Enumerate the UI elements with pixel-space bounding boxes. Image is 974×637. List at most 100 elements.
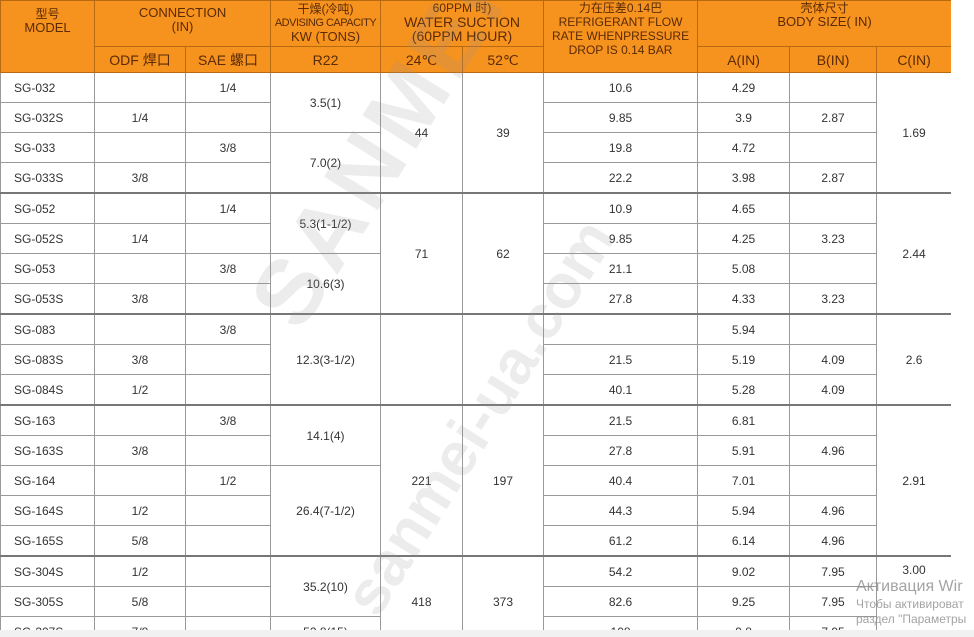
r22-capacity-cell: 3.5(1)	[270, 72, 382, 133]
a-cell: 5.08	[697, 253, 791, 284]
odf-cell	[94, 253, 186, 284]
sae-cell	[184, 102, 272, 133]
header-capacity-l1: ADVISING CAPACITY	[274, 17, 377, 29]
table-row: SG-307S7/8 52.8(15) 1089.87.95	[0, 616, 952, 630]
water-24c-cell: 221	[380, 404, 464, 557]
odf-cell	[94, 132, 186, 163]
c-cell: 2.91	[876, 404, 951, 557]
odf-cell: 1/4	[94, 223, 186, 254]
b-cell: 2.87	[789, 162, 878, 194]
header-water-l2: (60PPM HOUR)	[411, 28, 513, 44]
flow-cell: 21.5	[543, 344, 699, 375]
b-cell	[789, 313, 878, 345]
model-cell: SG-304S	[0, 555, 95, 587]
model-cell: SG-164	[0, 465, 95, 496]
b-cell	[789, 132, 878, 163]
table-row: SG-033S 3/8 22.2 3.98 2.87	[0, 162, 952, 194]
model-cell: SG-033S	[0, 162, 95, 194]
flow-cell: 10.9	[543, 192, 699, 224]
sae-cell	[184, 525, 272, 557]
flow-cell: 54.2	[543, 555, 699, 587]
r22-capacity-cell: 10.6(3)	[270, 253, 382, 315]
a-cell: 5.94	[697, 313, 791, 345]
model-cell: SG-052S	[0, 223, 95, 254]
header-body-size: 壳体尺寸 BODY SIZE( IN)	[697, 0, 951, 47]
model-cell: SG-052	[0, 192, 95, 224]
model-cell: SG-053	[0, 253, 95, 284]
b-cell: 4.09	[789, 374, 878, 406]
flow-cell: 21.1	[543, 253, 699, 284]
a-cell: 6.14	[697, 525, 791, 557]
model-cell: SG-307S	[0, 616, 95, 630]
sae-cell	[184, 616, 272, 630]
odf-cell: 5/8	[94, 525, 186, 557]
table-row: SG-032S 1/4 9.85 3.9 2.87	[0, 102, 952, 133]
header-sae: SAE 螺口	[184, 46, 272, 73]
header-model-cn: 型号	[35, 7, 60, 21]
water-52c-cell: 373	[462, 555, 545, 630]
b-cell: 4.09	[789, 344, 878, 375]
table-row: SG-052 1/4 5.3(1-1/2) 71 62 10.9 4.65 2.44	[0, 192, 951, 315]
b-cell: 4.96	[789, 435, 878, 466]
a-cell: 9.8	[697, 616, 791, 630]
bottom-bar	[0, 630, 974, 637]
model-cell: SG-083	[0, 313, 95, 345]
b-cell	[789, 465, 878, 496]
a-cell: 4.72	[697, 132, 791, 163]
spec-table-container: 型号 MODEL CONNECTION (IN) 干燥(冷吨) ADVISING…	[0, 0, 951, 630]
table-row: SG-084S 1/2 40.1 5.28 4.09	[0, 374, 952, 406]
odf-cell: 7/8	[94, 616, 186, 630]
b-cell	[789, 253, 878, 284]
header-24c: 24℃	[380, 46, 464, 73]
sae-cell	[184, 374, 272, 406]
header-r22: R22	[270, 46, 382, 73]
r22-capacity-cell: 35.2(10)	[270, 555, 382, 617]
b-cell	[789, 72, 878, 103]
activation-title: Активация Wir	[856, 578, 963, 595]
header-water: 60PPM 时) WATER SUCTION (60PPM HOUR)	[380, 0, 545, 47]
r22-capacity-cell: 7.0(2)	[270, 132, 382, 194]
table-body: SG-032 1/4 3.5(1) 44 39 10.6 4.29 1.69 SG-032S 1/…	[0, 72, 952, 630]
b-cell: 3.23	[789, 283, 878, 315]
header-connection-unit: (IN)	[171, 19, 194, 34]
header-c: C(IN)	[876, 46, 951, 73]
b-cell: 3.23	[789, 223, 878, 254]
a-cell: 4.65	[697, 192, 791, 224]
b-cell: 4.96	[789, 525, 878, 557]
r22-capacity-cell: 14.1(4)	[270, 404, 382, 466]
header-connection: CONNECTION (IN)	[93, 0, 272, 47]
a-cell: 5.91	[697, 435, 791, 466]
sae-cell: 3/8	[184, 132, 272, 163]
header-odf: ODF 焊口	[94, 46, 186, 73]
odf-cell: 3/8	[94, 283, 186, 315]
table-row: SG-305S 5/8 82.6 9.25 7.95	[0, 586, 952, 617]
flow-cell: 61.2	[543, 525, 699, 557]
table-row: SG-033 3/8 7.0(2) 19.8 4.72	[0, 132, 952, 194]
sae-cell	[184, 555, 272, 587]
a-cell: 6.81	[697, 404, 791, 436]
header-capacity-l2: KW (TONS)	[290, 29, 361, 44]
b-cell	[789, 192, 878, 224]
a-cell: 9.25	[697, 586, 791, 617]
water-24c-cell: 71	[380, 192, 464, 315]
odf-cell	[94, 192, 186, 224]
a-cell: 5.28	[697, 374, 791, 406]
header-b: B(IN)	[789, 46, 878, 73]
a-cell: 3.9	[697, 102, 791, 133]
sae-cell	[184, 435, 272, 466]
header-capacity-cn: 干燥(冷吨)	[297, 2, 354, 16]
r22-capacity-cell: 5.3(1-1/2)	[270, 192, 382, 254]
flow-cell	[543, 313, 699, 345]
table-row: SG-304S 1/2 35.2(10) 418 373 54.2 9.02 7.95 3.00	[0, 555, 951, 630]
odf-cell	[94, 313, 186, 345]
flow-cell: 9.85	[543, 223, 699, 254]
sae-cell: 3/8	[184, 404, 272, 436]
model-cell: SG-164S	[0, 495, 95, 526]
odf-cell	[94, 72, 186, 103]
flow-cell: 9.85	[543, 102, 699, 133]
flow-cell: 40.1	[543, 374, 699, 406]
table-row: SG-164 1/2 26.4(7-1/2) 40.4 7.01	[0, 465, 952, 557]
header-model: 型号 MODEL	[0, 0, 95, 73]
odf-cell: 5/8	[94, 586, 186, 617]
table-row: SG-083S 3/8 21.5 5.19 4.09	[0, 344, 952, 375]
